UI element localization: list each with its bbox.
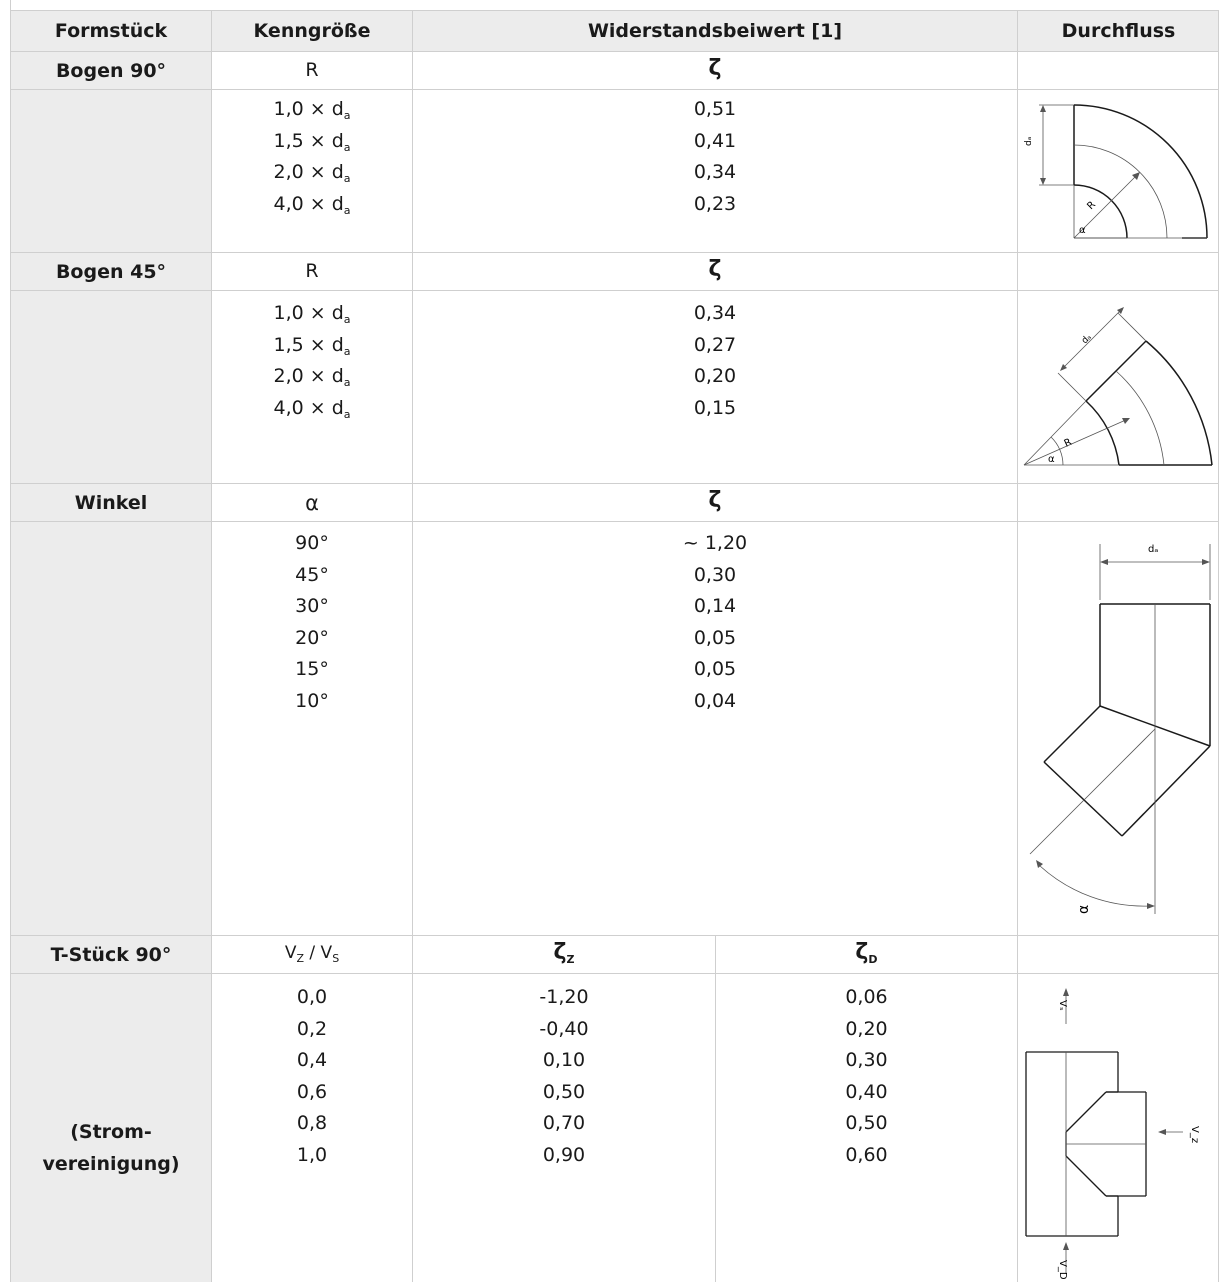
bogen45-factors: 1,0 × da 1,5 × da 2,0 × da 4,0 × da [212,298,412,424]
bogen90-factors: 1,0 × da 1,5 × da 2,0 × da 4,0 × da [212,94,412,220]
list-item: 0,60 [845,1143,888,1166]
list-item: 0,04 [693,689,737,712]
tstueck-zd-values: 0,06 0,20 0,30 0,40 0,50 0,60 [716,982,1017,1171]
winkel-diagram: dₐ α [1029,544,1211,914]
bogen45-diagram: dₐ R α [1023,307,1213,466]
list-item: 0,30 [693,563,737,586]
list-item: 0,06 [845,986,888,1008]
tstueck-sublabel-line2: vereinigung) [42,1153,180,1175]
tstueck-vs-label: Vₛ [1057,1000,1068,1011]
list-item: 0,05 [693,626,737,649]
list-item: 1,0 × da [273,302,351,326]
bogen45-label: Bogen 45° [11,253,211,290]
list-item: 0,10 [542,1049,586,1071]
list-item: -1,20 [539,986,589,1008]
list-item: 1,5 × da [273,129,351,154]
list-item: 0,20 [693,365,737,387]
list-item: 0,50 [845,1112,888,1134]
list-item: 0,41 [693,129,737,152]
bogen45-alpha-label: α [1048,454,1055,465]
header-formstueck: Formstück [11,11,211,51]
winkel-label-spacer [11,522,211,935]
tstueck-zeta-d: ζD [855,940,878,966]
list-item: 0,6 [296,1080,328,1103]
tstueck-zeta-z: ζZ [553,940,575,966]
list-item: 1,5 × da [273,333,351,358]
list-item: 0,50 [542,1080,586,1103]
list-item: 15° [295,658,329,680]
bogen90-label-spacer [11,90,211,252]
header-durchfluss: Durchfluss [1018,11,1219,51]
list-item: 0,30 [845,1049,888,1071]
list-item: 0,14 [693,595,737,617]
list-item: 1,0 × da [273,98,351,122]
list-item: 1,0 [296,1143,328,1166]
list-item: 0,51 [693,98,737,120]
list-item: 45° [295,563,329,586]
list-item: 2,0 × da [273,365,351,389]
tstueck-zz-values: -1,20 -0,40 0,10 0,50 0,70 0,90 [413,982,715,1171]
tstueck-vz-label: V_z [1189,1126,1200,1143]
list-item: 0,34 [693,302,737,324]
resistance-table [10,0,1219,1282]
tstueck-sublabel: (Strom- vereinigung) [11,974,211,1282]
list-item: 0,70 [542,1112,586,1134]
bogen45-values: 0,34 0,27 0,20 0,15 [413,298,1017,424]
list-item: 4,0 × da [273,192,351,217]
list-item: -0,40 [539,1017,589,1040]
header-kenngroesse: Kenngröße [212,11,412,51]
bogen90-alpha-label: α [1079,225,1086,236]
bogen90-r-label: R [1085,199,1098,212]
bogen45-label-spacer [11,291,211,483]
bogen90-param: R [305,59,319,81]
list-item: 0,0 [296,986,328,1008]
list-item: 0,34 [693,161,737,183]
list-item: 2,0 × da [273,161,351,185]
bogen45-da-label: dₐ [1080,333,1094,347]
bogen45-r-label: R [1063,437,1074,450]
bogen90-label: Bogen 90° [11,52,211,89]
list-item: 0,05 [693,658,737,680]
tstueck-param: VZ / VS [284,943,340,965]
list-item: 4,0 × da [273,396,351,421]
tstueck-sublabel-line1: (Strom- [70,1121,152,1143]
list-item: 0,2 [296,1017,328,1040]
winkel-alpha-label: α [1076,905,1092,914]
tstueck-diagram: Vₛ V_z V_D [1025,988,1200,1280]
tstueck-vd-label: V_D [1057,1260,1068,1280]
winkel-da-label: dₐ [1148,544,1158,555]
header-widerstandsbeiwert: Widerstandsbeiwert [1] [413,11,1017,51]
winkel-param: α [305,491,319,515]
bogen90-diagram: dₐ R α [1024,104,1208,239]
bogen90-zeta: ζ [708,56,722,81]
tstueck-ratios: 0,0 0,2 0,4 0,6 0,8 1,0 [212,982,412,1171]
bogen90-da-label: dₐ [1024,137,1034,146]
list-item: 0,20 [845,1017,888,1040]
list-item: 0,8 [296,1112,328,1134]
bogen45-param: R [305,260,319,282]
list-item: 0,27 [693,333,737,356]
list-item: 0,4 [296,1049,328,1071]
winkel-angles: 90° 45° 30° 20° 15° 10° [212,528,412,717]
list-item: 30° [295,595,329,617]
list-item: 0,23 [693,192,737,215]
tstueck-label: T-Stück 90° [11,936,211,973]
list-item: 90° [295,532,329,554]
bogen90-values: 0,51 0,41 0,34 0,23 [413,94,1017,220]
list-item: 20° [295,626,329,649]
winkel-values: ~ 1,20 0,30 0,14 0,05 0,05 0,04 [413,528,1017,717]
list-item: 0,15 [693,396,737,419]
list-item: ~ 1,20 [682,532,748,554]
winkel-zeta: ζ [708,488,722,513]
winkel-label: Winkel [11,484,211,521]
list-item: 0,40 [845,1080,888,1103]
bogen45-zeta: ζ [708,257,722,282]
list-item: 0,90 [542,1143,586,1166]
list-item: 10° [295,689,329,712]
